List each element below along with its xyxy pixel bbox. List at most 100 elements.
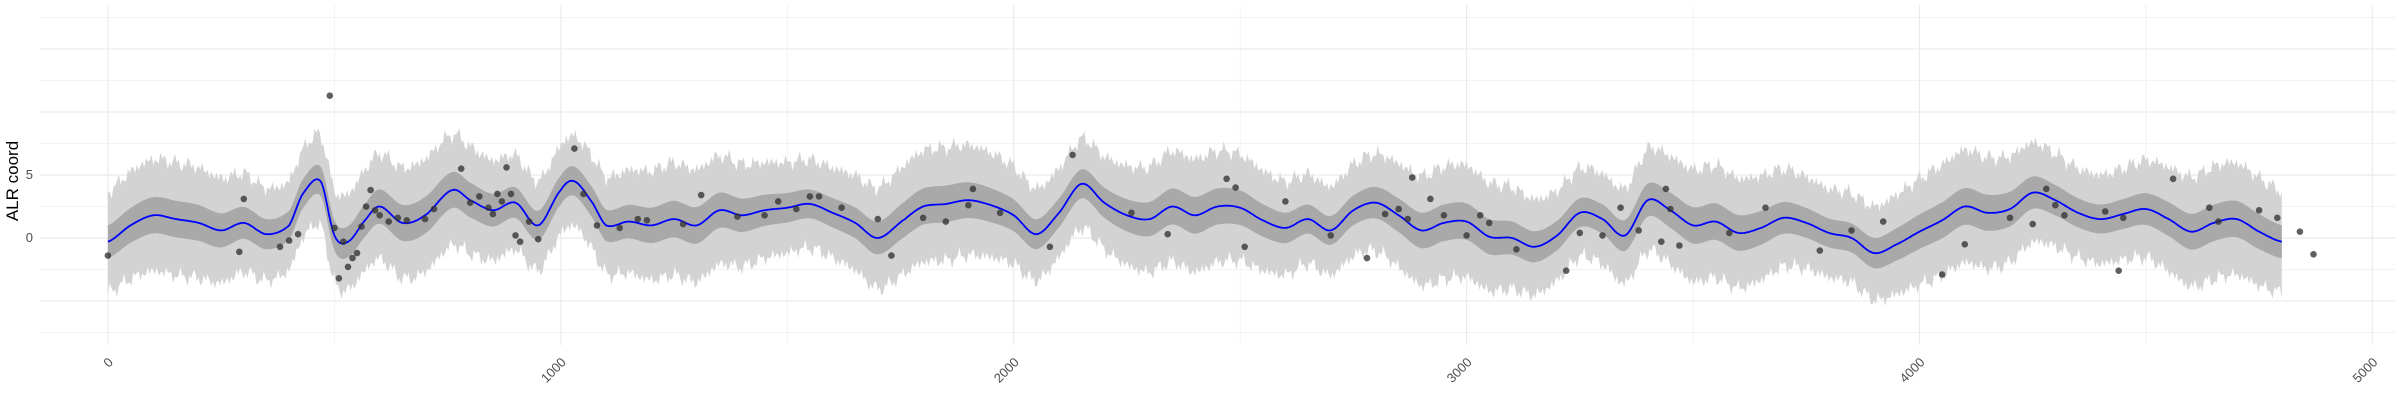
- data-point: [616, 224, 623, 232]
- data-point: [1128, 209, 1135, 217]
- data-point: [525, 218, 533, 225]
- x-tick-label: 2000: [991, 355, 1022, 386]
- data-point: [1667, 205, 1674, 213]
- data-point: [2296, 228, 2304, 235]
- data-point: [466, 199, 474, 206]
- data-point: [2029, 220, 2036, 228]
- data-point: [2043, 185, 2050, 193]
- data-point: [2274, 214, 2281, 222]
- y-tick-label: 0: [26, 230, 33, 245]
- data-point: [593, 222, 601, 229]
- data-point: [1440, 212, 1448, 219]
- data-point: [919, 214, 927, 222]
- data-point: [340, 238, 347, 245]
- data-point: [498, 198, 506, 205]
- data-point: [2101, 208, 2109, 215]
- x-tick-label: 4000: [1897, 355, 1928, 386]
- data-point: [1476, 212, 1484, 219]
- data-point: [2310, 251, 2317, 258]
- data-point: [1232, 184, 1239, 191]
- data-point: [888, 252, 895, 259]
- data-point: [362, 203, 370, 210]
- data-point: [1485, 219, 1493, 227]
- data-point: [1562, 267, 1570, 275]
- data-point: [697, 191, 705, 199]
- data-point: [2206, 204, 2213, 211]
- data-point: [1069, 151, 1076, 159]
- data-point: [335, 275, 343, 282]
- data-point: [1395, 205, 1402, 213]
- data-point: [1223, 175, 1230, 183]
- inner-credible-band: [107, 164, 2282, 269]
- data-point: [969, 185, 977, 193]
- data-point: [285, 237, 293, 244]
- data-point: [1241, 243, 1248, 251]
- data-point: [1513, 246, 1520, 253]
- data-point: [104, 252, 112, 259]
- data-point: [1762, 204, 1769, 211]
- data-point: [815, 193, 823, 200]
- data-point: [421, 215, 429, 223]
- data-point: [2115, 267, 2122, 275]
- y-axis-title: ALR coord: [3, 141, 22, 221]
- data-point: [236, 248, 243, 256]
- data-point: [1662, 185, 1670, 193]
- data-point: [534, 235, 542, 243]
- data-point: [580, 190, 587, 198]
- data-point: [1676, 242, 1683, 249]
- data-point: [394, 214, 402, 222]
- data-point: [485, 204, 492, 211]
- data-point: [2255, 207, 2263, 214]
- x-tick-label: 0: [100, 355, 116, 371]
- data-point: [838, 204, 845, 211]
- data-point: [507, 190, 515, 198]
- data-point: [1404, 215, 1411, 223]
- data-point: [1726, 229, 1733, 237]
- x-tick-label: 1000: [538, 355, 569, 386]
- data-point: [2006, 214, 2014, 222]
- data-point: [326, 92, 334, 99]
- data-point: [793, 205, 800, 213]
- point-layer: [104, 92, 2317, 282]
- data-point: [1164, 230, 1171, 238]
- data-point: [1576, 229, 1584, 237]
- data-point: [1617, 204, 1624, 211]
- data-point: [734, 213, 741, 220]
- data-point: [761, 212, 768, 219]
- data-point: [457, 165, 465, 172]
- data-point: [294, 230, 302, 238]
- data-point: [996, 209, 1004, 217]
- data-point: [358, 223, 365, 230]
- data-point: [430, 205, 438, 213]
- data-point: [344, 263, 352, 271]
- data-point: [503, 164, 510, 171]
- data-point: [489, 210, 497, 218]
- data-point: [806, 193, 814, 200]
- data-point: [965, 201, 972, 209]
- data-point: [571, 145, 578, 152]
- data-point: [240, 195, 248, 203]
- y-tick-label: 5: [26, 167, 33, 182]
- data-point: [376, 212, 384, 219]
- data-point: [371, 207, 379, 214]
- data-point: [353, 249, 361, 257]
- data-point: [1381, 210, 1389, 218]
- data-point: [2120, 214, 2127, 222]
- data-point: [349, 254, 356, 262]
- data-point: [1427, 195, 1434, 203]
- band-layer: [107, 128, 2282, 307]
- data-point: [1635, 227, 1642, 234]
- data-point: [276, 243, 284, 251]
- data-point: [874, 215, 882, 223]
- data-point: [942, 218, 950, 225]
- data-point: [1938, 271, 1946, 278]
- data-point: [367, 186, 374, 194]
- data-point: [1961, 241, 1969, 248]
- data-point: [1599, 232, 1606, 239]
- data-point: [1363, 254, 1371, 262]
- data-point: [774, 198, 782, 205]
- data-point: [512, 232, 519, 239]
- data-point: [1282, 198, 1289, 205]
- data-point: [2169, 175, 2177, 183]
